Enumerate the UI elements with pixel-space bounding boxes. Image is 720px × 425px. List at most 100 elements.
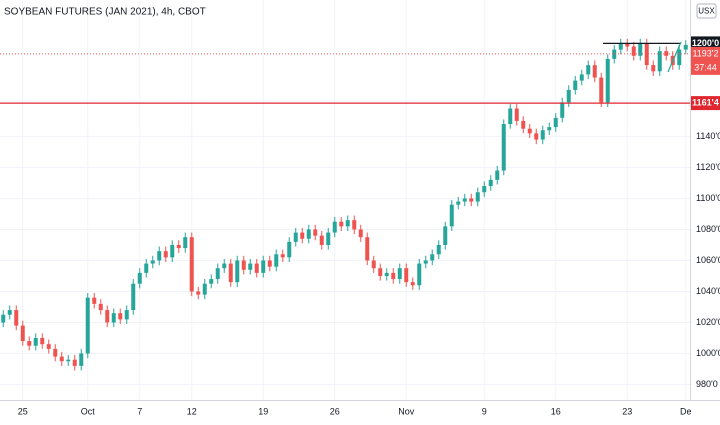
candle-body [20,325,25,342]
candle-body [280,254,285,258]
candle-body [527,128,532,134]
candle-body [72,359,77,366]
candle-body [566,89,571,103]
candle-body [98,303,103,311]
x-tick-label: Oct [81,406,96,416]
y-tick-label: 1120'0 [696,162,720,172]
candle-body [27,341,32,346]
candle-body [657,51,662,72]
candle-body [144,263,149,273]
y-tick-label: 1060'0 [696,255,720,265]
candle-body [547,127,552,131]
x-tick-label: 7 [137,406,142,416]
candle-body [118,313,123,320]
candle-body [1,314,6,323]
candle-body [53,348,58,357]
candle-body [300,232,305,239]
candle-body [631,46,636,56]
countdown-label: 37:44 [694,62,717,72]
candle-body [293,232,298,242]
candle-body [319,235,324,245]
candle-body [417,263,422,286]
candle-body [553,117,558,128]
candle-body [443,226,448,245]
last-price-box [691,46,720,75]
chart-title: SOYBEAN FUTURES (JAN 2021), 4h, CBOT [4,7,206,18]
candle-body [638,43,643,56]
candle-body [508,108,513,125]
grid [0,0,690,400]
candle-body [449,204,454,227]
candle-body [488,179,493,187]
x-tick-label: 12 [187,406,197,416]
y-tick-label: 1080'0 [696,224,720,234]
x-tick-label: 26 [330,406,340,416]
x-tick-label: De [680,406,692,416]
candle-body [267,260,272,267]
candle-body [170,244,175,258]
candle-body [111,313,116,323]
candle-body [150,260,155,264]
overlays [0,42,690,104]
candle-body [534,133,539,140]
candle-body [352,220,357,230]
currency[interactable]: USX [698,7,715,16]
candle-body [605,58,610,103]
candle-body [625,43,630,47]
candle-body [365,237,370,261]
y-tick-label: 1020'0 [696,317,720,327]
y-tick-label: 980'0 [696,379,718,389]
candle-body [183,237,188,249]
candle-body [202,283,207,295]
candle-body [599,77,604,103]
candle-body [196,291,201,295]
candle-body [397,268,402,280]
candle-body [33,337,38,346]
candle-body [40,337,45,345]
level-label-box [691,96,720,111]
candle-body [677,49,682,66]
currency-box[interactable] [696,3,717,19]
candle-body [235,260,240,283]
x-tick-label: 23 [622,406,632,416]
candle-body [579,74,584,81]
candle-body [423,260,428,264]
candle-body [105,310,110,323]
candle-body [124,310,129,320]
candle-body [163,251,168,258]
candle-body [254,263,259,273]
candle-body [482,186,487,193]
candle-body [176,244,181,249]
candle-body [326,232,331,245]
candle-body [644,43,649,66]
candle-body [495,170,500,180]
candle-body [540,130,545,140]
candle-body [261,260,266,273]
x-tick-label: 9 [482,406,487,416]
candle-body [683,44,688,50]
candle-body [358,229,363,238]
x-tick-label: 25 [18,406,28,416]
y-tick-label: 1000'0 [696,348,720,358]
candle-body [651,65,656,72]
candle-body [7,310,12,315]
candle-body [222,263,227,269]
candle-body [209,279,214,284]
candle-body [248,263,253,270]
last-price-label: 1193'2 [692,48,718,58]
candle-body [59,356,64,362]
candle-body [410,282,415,286]
candle-body [189,237,194,292]
candle-body [66,359,71,362]
candle-body [46,344,51,349]
candle-body [131,283,136,311]
candle-body [228,263,233,283]
candle-body [475,192,480,202]
trend-line [667,41,682,73]
candle-body [241,260,246,270]
candle-body [85,297,90,354]
y-tick-label: 1100'0 [696,193,720,203]
candle-body [560,102,565,118]
